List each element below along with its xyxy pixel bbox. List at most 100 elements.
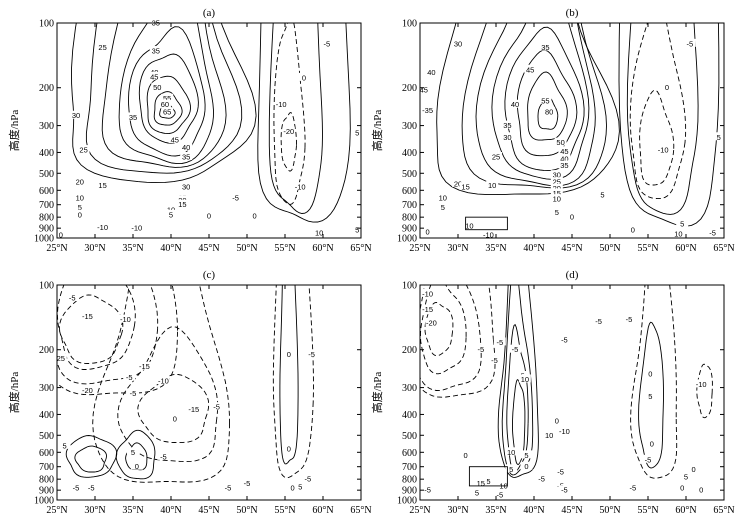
contour-label-bg [320,38,333,47]
x-tick-label: 35°N [485,505,506,516]
x-tick-label: 40°N [523,505,544,516]
contour-label-bg [505,447,518,456]
contour-label: -15 [139,362,150,371]
y-tick-label: 100 [39,19,54,30]
contour-label-bg [672,229,685,238]
y-tick-label: 800 [402,213,417,224]
contour-label: 5 [78,203,82,212]
contour-label-bg [509,99,521,108]
contour-label: -5 [686,39,693,48]
contour-label: -5 [73,484,80,493]
contour-positive [146,75,191,135]
contour-label-bg [501,120,514,129]
contour-label: -20 [283,127,294,136]
contour-label: 0 [692,465,696,474]
contour-positive [501,285,534,476]
contour-lines [71,23,351,223]
contour-label-bg [210,402,223,411]
contour-label-bg [282,349,295,358]
contour-label: 0 [135,462,139,471]
contour-positive [475,23,596,187]
contour-label-bg [683,38,696,47]
x-tick-label: 25°N [409,505,430,516]
contour-negative [57,285,178,396]
contour-label-bg [550,207,563,216]
contour-label: 10 [521,375,529,384]
contour-positive [101,23,227,168]
contour-label: 50 [153,83,161,92]
y-tick-label: 500 [402,169,417,180]
contour-positive [461,23,607,189]
contour-label-bg [73,209,86,218]
contour-label-bg [706,228,719,237]
contour-label: 30 [503,133,511,142]
contour-label: -5 [308,350,315,359]
contour-label: 45 [526,65,534,74]
y-axis-label: 高度/hPa [7,372,21,414]
contour-labels: 3525354045505560653035454035253020151050… [54,18,364,240]
contour-label-bg [421,105,434,114]
contour-label-bg [474,344,487,353]
contour-label: 40 [427,68,435,77]
x-tick-label: 55°N [274,243,295,254]
contour-label: -5 [126,373,133,382]
x-tick-label: 30°N [84,243,105,254]
highlight-box [468,466,508,487]
contour-negative [280,112,297,172]
contour-label: -5 [557,467,564,476]
contour-label: 35 [560,161,568,170]
contour-label-bg [417,85,430,94]
contour-label-bg [282,126,295,135]
contour-label-bg [676,218,689,227]
contour-label-bg [149,46,162,55]
contour-lines [436,23,720,227]
contour-label: 5 [298,482,302,491]
contour-label: 0 [631,226,635,235]
contour-label-bg [509,344,521,353]
contour-label-bg [493,337,506,346]
x-tick-label: 40°N [523,243,544,254]
y-tick-label: 300 [402,383,417,394]
contour-label-bg [286,483,299,492]
contour-label: -5 [491,356,498,365]
contour-positive [138,53,199,144]
contour-negative [420,285,482,391]
contour-label-bg [96,222,109,231]
contour-label: 0 [287,445,291,454]
contour-label: 45 [150,72,158,81]
contour-label: 50 [556,138,564,147]
contour-label: 30 [454,39,462,48]
panel-title: (d) [566,269,579,281]
contour-negative [696,363,713,419]
contour-positive [85,23,243,174]
y-tick-label: 500 [402,431,417,442]
x-tick-label: 50°N [236,505,257,516]
contour-label: 25 [553,178,561,187]
contour-label-bg [301,474,314,483]
contour-label: 0 [524,462,528,471]
y-tick-label: 600 [402,448,417,459]
contour-label: -5 [512,345,519,354]
y-tick-label: 600 [402,186,417,197]
contour-label: -10 [97,223,108,232]
x-tick-label: 60°N [312,505,333,516]
x-tick-label: 45°N [561,243,582,254]
contour-label: 5 [524,451,528,460]
contour-label: 0 [680,484,684,493]
contour-label: -5 [88,484,95,493]
contour-label: 0 [59,231,63,240]
contour-lines [57,285,314,483]
contour-label-bg [180,142,193,151]
contour-label: 5 [680,219,684,228]
x-tick-label: 55°N [274,505,295,516]
contour-lines [420,285,713,479]
contour-label: 0 [207,211,211,220]
contour-label-bg [501,132,514,141]
contour-label-bg [539,95,552,104]
contour-negative [420,285,496,398]
contour-label-bg [644,369,657,378]
contour-label-bg [176,195,189,204]
contour-label: -15 [422,305,433,314]
